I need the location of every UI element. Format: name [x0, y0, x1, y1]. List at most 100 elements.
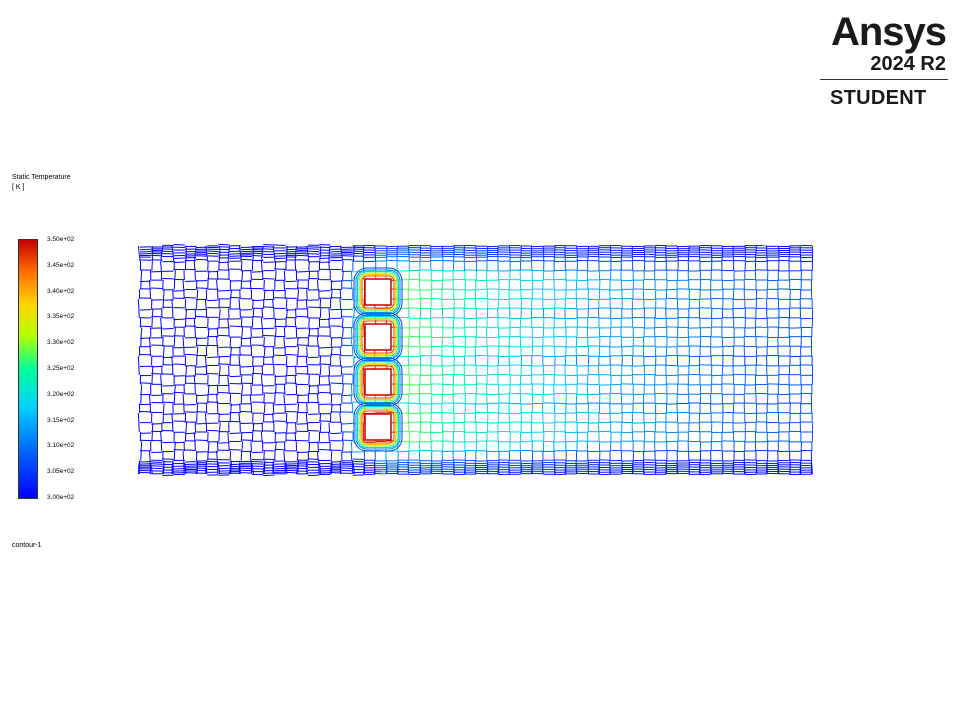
mesh-line	[249, 393, 252, 404]
mesh-line	[342, 270, 344, 281]
mesh-line	[252, 254, 255, 258]
mesh-line	[297, 289, 300, 300]
mesh-line	[252, 308, 255, 319]
mesh-line	[283, 450, 286, 461]
mesh-line	[238, 471, 241, 475]
mesh-line	[350, 393, 353, 404]
mesh-line	[308, 317, 310, 328]
mesh-line	[353, 252, 355, 255]
mesh-line	[151, 252, 154, 255]
mesh-line	[261, 252, 263, 255]
mesh-line	[339, 469, 342, 472]
mesh-line	[204, 298, 207, 309]
mesh-line	[137, 245, 140, 249]
mesh-line	[196, 465, 198, 468]
temperature-isoline	[361, 410, 395, 444]
mesh-line	[182, 450, 185, 461]
mesh-line	[193, 431, 196, 442]
mesh-line	[204, 467, 207, 470]
mesh-line	[171, 471, 174, 475]
mesh-line	[319, 250, 322, 253]
contour-name: contour-1	[12, 542, 42, 549]
mesh-line	[350, 450, 353, 461]
mesh-line	[285, 469, 288, 472]
mesh-line	[297, 279, 299, 290]
mesh-line	[216, 450, 218, 461]
mesh-line	[328, 308, 331, 319]
heated-block	[364, 413, 392, 441]
temperature-isoline	[360, 319, 396, 355]
mesh-line	[294, 256, 297, 262]
mesh-line	[171, 462, 174, 466]
mesh-line	[317, 279, 319, 290]
mesh-line	[260, 256, 263, 262]
mesh-line	[297, 336, 299, 347]
mesh-line	[295, 365, 297, 376]
mesh-line	[174, 384, 176, 395]
mesh-line	[260, 260, 263, 271]
mesh-line	[160, 374, 162, 385]
mesh-line	[140, 441, 143, 452]
mesh-line	[353, 308, 355, 319]
mesh-line	[204, 412, 207, 423]
mesh-line	[140, 384, 143, 395]
colorbar-tick-label: 3.30e+02	[47, 339, 75, 347]
colorbar-tick-label: 3.45e+02	[47, 261, 75, 269]
mesh-line	[286, 422, 288, 433]
mesh-line	[263, 289, 266, 300]
mesh-line	[249, 279, 252, 290]
mesh-line	[306, 289, 308, 300]
colorbar-tick-label: 3.35e+02	[47, 313, 75, 321]
mesh-line	[137, 355, 140, 366]
mesh-line	[148, 279, 151, 290]
temperature-isoline	[358, 317, 398, 357]
mesh-line	[328, 365, 331, 376]
mesh-line	[308, 327, 311, 338]
colorbar-tick-label: 3.10e+02	[47, 442, 75, 450]
mesh-line	[241, 270, 244, 281]
temperature-isoline	[361, 320, 395, 354]
mesh-line	[272, 462, 274, 466]
mesh-line	[319, 469, 322, 472]
mesh-line	[162, 346, 165, 357]
mesh-line	[137, 412, 140, 423]
mesh-line	[207, 384, 210, 395]
mesh-line	[238, 462, 241, 466]
mesh-line	[294, 317, 297, 328]
mesh-line	[252, 422, 255, 433]
mesh-line	[330, 393, 333, 404]
mesh-line	[306, 346, 308, 357]
mesh-line	[305, 355, 308, 366]
mesh-line	[182, 393, 185, 404]
mesh-line	[272, 471, 274, 475]
mesh-line	[185, 248, 187, 251]
mesh-line	[297, 346, 300, 357]
mesh-line	[185, 365, 188, 376]
mesh-line	[160, 431, 162, 442]
mesh-line	[353, 469, 355, 472]
mesh-line	[218, 256, 221, 262]
mesh-line	[317, 327, 319, 338]
mesh-line	[305, 469, 308, 472]
mesh-line	[274, 441, 277, 452]
mesh-line	[353, 467, 355, 470]
mesh-line	[319, 254, 322, 258]
mesh-line	[305, 462, 308, 466]
temperature-isoline	[353, 402, 403, 452]
mesh-line	[308, 260, 310, 271]
mesh-line	[330, 289, 333, 300]
mesh-line	[238, 412, 241, 423]
mesh-line	[219, 250, 221, 253]
mesh-line	[319, 365, 322, 376]
mesh-line	[272, 245, 275, 249]
mesh-line	[239, 248, 241, 251]
colorbar-tick-label: 3.20e+02	[47, 390, 75, 398]
mesh-line	[227, 374, 230, 385]
temperature-isoline	[355, 359, 401, 405]
mesh-line	[193, 260, 196, 271]
mesh-line	[216, 393, 218, 404]
mesh-line	[272, 469, 274, 472]
mesh-line	[308, 441, 311, 452]
ansys-logo: Ansys 2024 R2 STUDENT	[818, 8, 952, 112]
